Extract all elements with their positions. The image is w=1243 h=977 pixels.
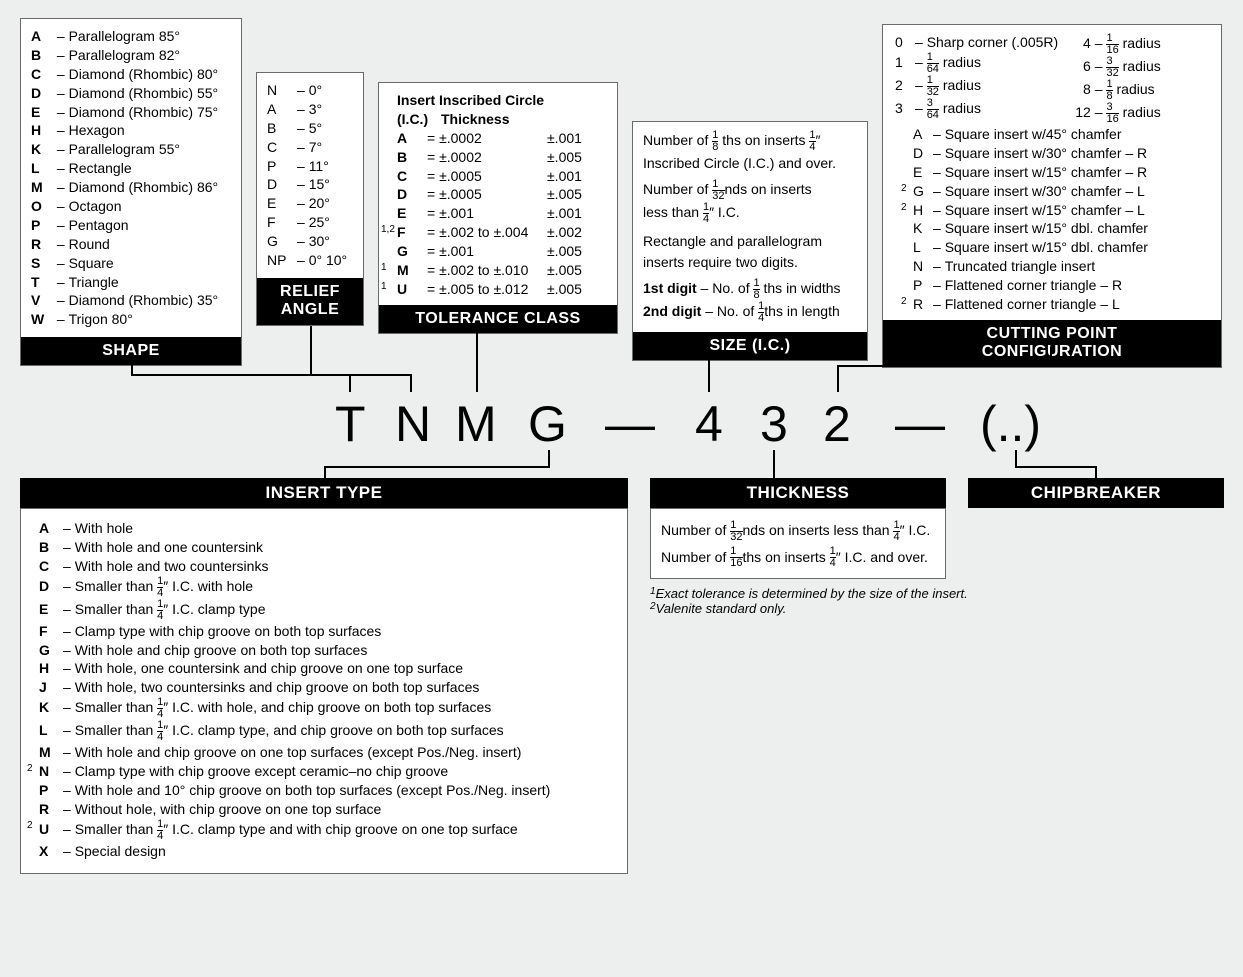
code-char-M: M [455, 395, 497, 453]
cpc-box: 0– Sharp corner (.005R)1– 164 radius2– 1… [882, 24, 1222, 368]
shape-box: A – Parallelogram 85°B – Parallelogram 8… [20, 18, 242, 366]
footnote-2-text: Valenite standard only. [656, 601, 787, 616]
insert-header: INSERT TYPE [20, 478, 628, 508]
code-char-2: 2 [823, 395, 851, 453]
relief-header: RELIEF ANGLE [257, 278, 363, 325]
size-header: SIZE (I.C.) [633, 332, 867, 360]
thickness-box: Number of 132nds on inserts less than 14… [650, 508, 946, 579]
code-char-4: 4 [695, 395, 723, 453]
footnote-1-text: Exact tolerance is determined by the siz… [656, 586, 968, 601]
code-string: T N M G — 4 3 2 — (..) [0, 395, 1243, 465]
code-char-G: G [528, 395, 567, 453]
chipbreaker-header: CHIPBREAKER [968, 478, 1224, 508]
code-char-N: N [395, 395, 431, 453]
code-char-opt: (..) [980, 395, 1041, 453]
code-char-3: 3 [760, 395, 788, 453]
insert-box: A– With holeB– With hole and one counter… [20, 508, 628, 874]
tolerance-header: TOLERANCE CLASS [379, 305, 617, 333]
code-dash-1: — [605, 395, 655, 453]
cpc-header: CUTTING POINT CONFIGURATION [883, 320, 1221, 367]
tolerance-box: Insert Inscribed Circle(I.C.)ThicknessA=… [378, 82, 618, 334]
footnotes: 1Exact tolerance is determined by the si… [650, 586, 968, 616]
thickness-header: THICKNESS [650, 478, 946, 508]
code-dash-2: — [895, 395, 945, 453]
code-char-T: T [335, 395, 366, 453]
relief-box: N– 0°A– 3°B– 5°C– 7°P– 11°D– 15°E– 20°F–… [256, 72, 364, 326]
size-box: Number of 18 ths on inserts 14″Inscribed… [632, 121, 868, 361]
